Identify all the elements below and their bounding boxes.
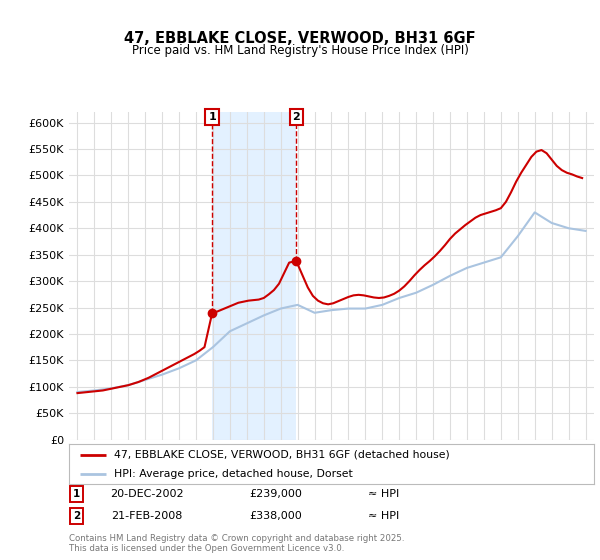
Text: 2: 2 (73, 511, 80, 521)
Text: ≈ HPI: ≈ HPI (368, 511, 400, 521)
Text: 1: 1 (208, 112, 216, 122)
Text: 1: 1 (73, 489, 80, 499)
Text: 47, EBBLAKE CLOSE, VERWOOD, BH31 6GF: 47, EBBLAKE CLOSE, VERWOOD, BH31 6GF (124, 31, 476, 45)
Text: ≈ HPI: ≈ HPI (368, 489, 400, 499)
Text: This data is licensed under the Open Government Licence v3.0.: This data is licensed under the Open Gov… (69, 544, 344, 553)
Text: 21-FEB-2008: 21-FEB-2008 (112, 511, 182, 521)
Text: 47, EBBLAKE CLOSE, VERWOOD, BH31 6GF (detached house): 47, EBBLAKE CLOSE, VERWOOD, BH31 6GF (de… (113, 450, 449, 460)
Text: Contains HM Land Registry data © Crown copyright and database right 2025.: Contains HM Land Registry data © Crown c… (69, 534, 404, 543)
Bar (212, 112, 296, 440)
Text: Price paid vs. HM Land Registry's House Price Index (HPI): Price paid vs. HM Land Registry's House … (131, 44, 469, 57)
Text: £239,000: £239,000 (250, 489, 302, 499)
Text: HPI: Average price, detached house, Dorset: HPI: Average price, detached house, Dors… (113, 469, 352, 478)
Text: 20-DEC-2002: 20-DEC-2002 (110, 489, 184, 499)
Text: £338,000: £338,000 (250, 511, 302, 521)
Text: 2: 2 (292, 112, 300, 122)
